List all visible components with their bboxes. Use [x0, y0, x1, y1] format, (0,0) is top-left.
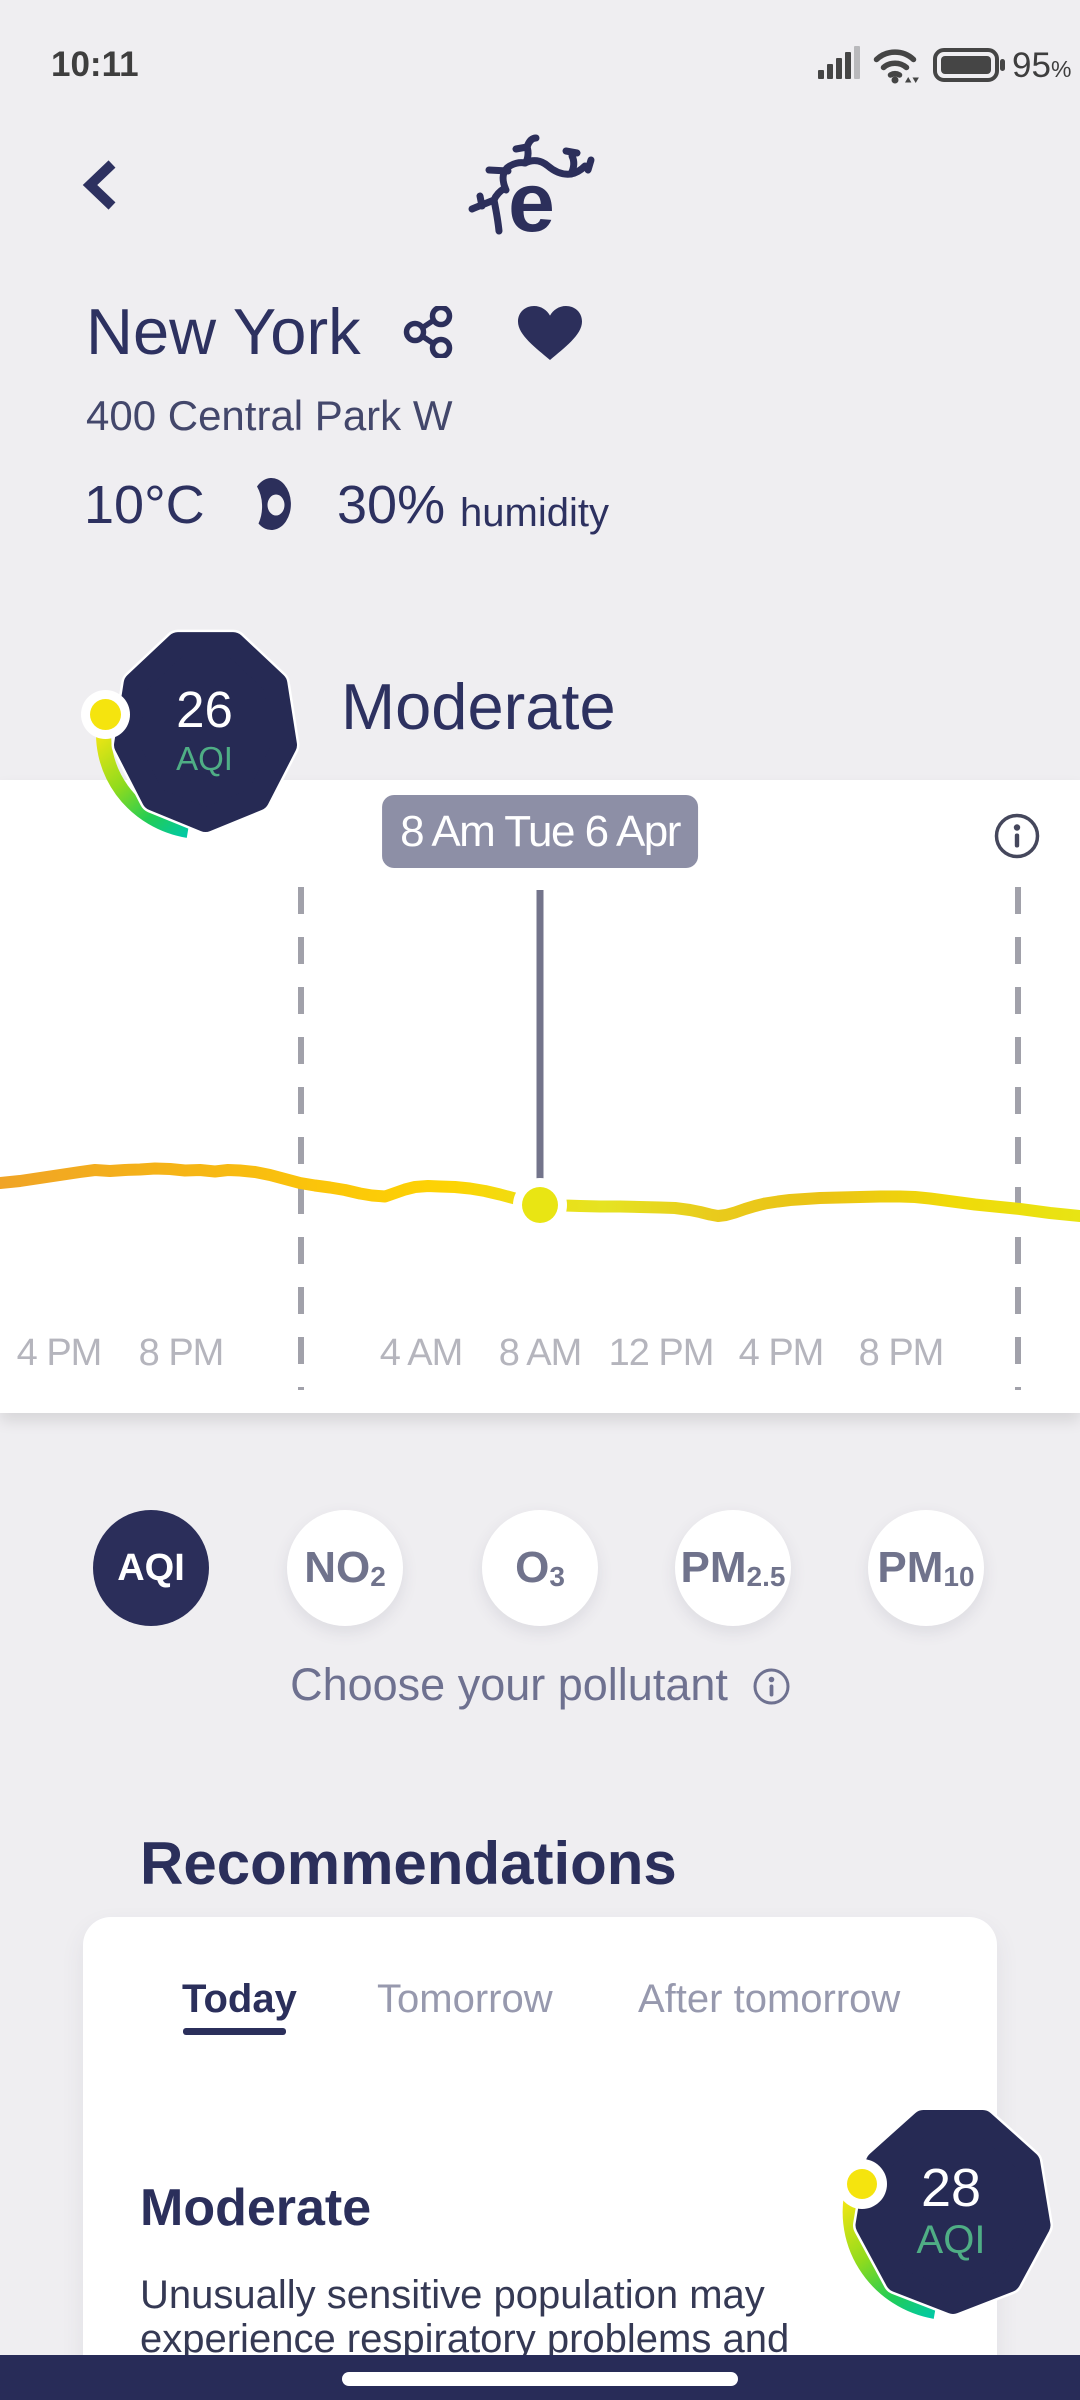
svg-text:26: 26 — [176, 681, 233, 738]
svg-text:28: 28 — [921, 2158, 981, 2218]
svg-text:e: e — [508, 155, 555, 249]
svg-text:AQI: AQI — [917, 2218, 986, 2262]
svg-text:AQI: AQI — [176, 740, 233, 777]
